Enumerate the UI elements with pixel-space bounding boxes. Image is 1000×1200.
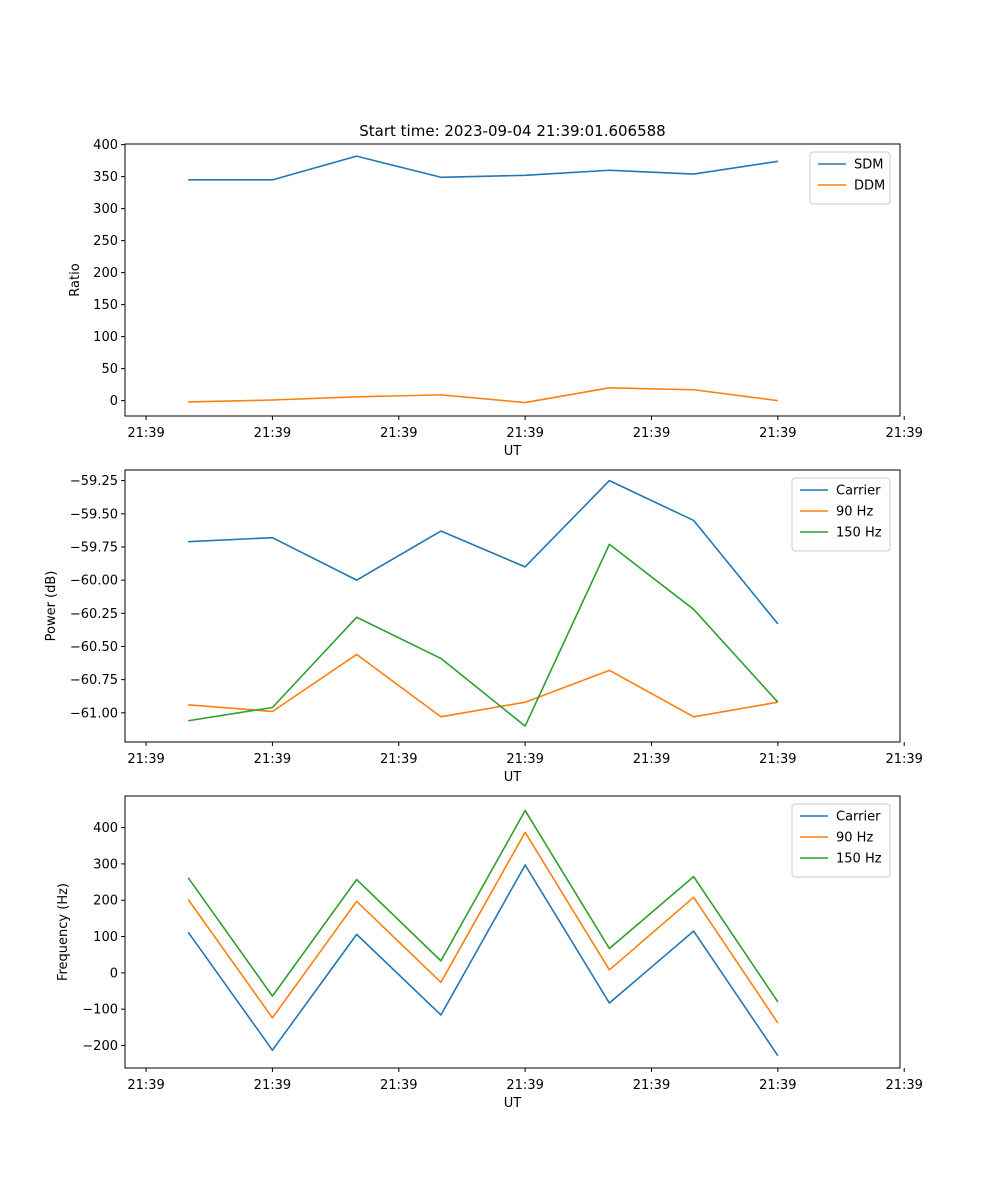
x-tick-label: 21:39 (127, 752, 164, 767)
series-line-ddm (188, 387, 778, 404)
y-tick-label: −60.25 (70, 607, 118, 622)
legend-label: SDM (854, 158, 883, 173)
chart-panel-3: 21:39 21:39 21:39 21:39 21:39 21:39 21:39 −200 −… (56, 795, 923, 1111)
x-tick-label: 21:39 (127, 1078, 164, 1093)
x-tick-label: 21:39 (506, 752, 543, 767)
y-tick-label: 400 (93, 821, 118, 836)
x-tick-label: 21:39 (885, 752, 922, 767)
x-tick-label: 21:39 (759, 1078, 796, 1093)
x-tick-label: 21:39 (380, 752, 417, 767)
x-tick-label: 21:39 (127, 426, 164, 441)
y-tick-label: 0 (110, 394, 118, 409)
axes-frame (124, 795, 901, 1069)
legend-label: DDM (854, 179, 885, 194)
x-tick-label: 21:39 (885, 426, 922, 441)
legend-label: 150 Hz (836, 852, 882, 867)
x-tick-label: 21:39 (759, 426, 796, 441)
y-axis-label: Ratio (68, 263, 83, 296)
legend: Carrier 90 Hz 150 Hz (791, 477, 891, 552)
series-line-sdm (188, 155, 778, 181)
legend-label: 150 Hz (836, 526, 882, 541)
series-line-150-hz (188, 543, 779, 727)
x-axis-label: UT (504, 770, 522, 785)
x-tick-label: 21:39 (633, 1078, 670, 1093)
y-tick-label: 100 (93, 330, 118, 345)
series-line-carrier (188, 479, 779, 625)
y-tick-label: 150 (93, 298, 118, 313)
y-tick-label: 300 (93, 857, 118, 872)
series-line-carrier (187, 864, 779, 1057)
y-tick-label: −60.75 (70, 673, 118, 688)
axes-frame (124, 143, 901, 417)
x-tick-label: 21:39 (633, 752, 670, 767)
legend: SDM DDM (809, 151, 891, 205)
y-axis-label: Power (dB) (44, 571, 59, 642)
y-tick-label: 0 (110, 966, 118, 981)
x-tick-label: 21:39 (380, 426, 417, 441)
chart-title: Start time: 2023-09-04 21:39:01.606588 (359, 122, 665, 140)
legend-label: Carrier (836, 810, 881, 825)
y-tick-label: −59.75 (70, 540, 118, 555)
chart-panel-1: Start time: 2023-09-04 21:39:01.606588 21… (68, 122, 923, 459)
legend-label: 90 Hz (836, 505, 873, 520)
y-tick-label: 400 (93, 138, 118, 153)
x-axis-label: UT (504, 1096, 522, 1111)
y-tick-label: −60.00 (70, 574, 118, 589)
x-axis-label: UT (504, 444, 522, 459)
x-tick-label: 21:39 (254, 752, 291, 767)
y-tick-label: −59.50 (70, 507, 118, 522)
y-tick-label: −59.25 (70, 474, 118, 489)
x-tick-label: 21:39 (885, 1078, 922, 1093)
x-tick-label: 21:39 (633, 426, 670, 441)
y-tick-label: 100 (93, 930, 118, 945)
legend-label: Carrier (836, 484, 881, 499)
y-tick-label: 250 (93, 234, 118, 249)
legend-box (809, 151, 891, 205)
x-tick-label: 21:39 (506, 1078, 543, 1093)
legend-label: 90 Hz (836, 831, 873, 846)
series-line-150-hz (187, 809, 779, 1003)
y-tick-label: −100 (82, 1003, 118, 1018)
chart-panel-2: 21:39 21:39 21:39 21:39 21:39 21:39 21:39 −61.0… (44, 469, 923, 785)
legend: Carrier 90 Hz 150 Hz (791, 803, 891, 878)
series-line-90-hz (188, 653, 778, 718)
y-tick-label: −60.50 (70, 640, 118, 655)
y-tick-label: −61.00 (70, 706, 118, 721)
x-tick-label: 21:39 (254, 426, 291, 441)
series-line-90-hz (187, 831, 779, 1024)
x-tick-label: 21:39 (506, 426, 543, 441)
axes-frame (124, 469, 901, 743)
x-tick-label: 21:39 (254, 1078, 291, 1093)
y-tick-label: 200 (93, 266, 118, 281)
y-tick-label: 50 (101, 362, 118, 377)
y-tick-label: −200 (82, 1039, 118, 1054)
y-tick-label: 350 (93, 170, 118, 185)
y-tick-label: 300 (93, 202, 118, 217)
y-tick-label: 200 (93, 894, 118, 909)
x-tick-label: 21:39 (759, 752, 796, 767)
x-tick-label: 21:39 (380, 1078, 417, 1093)
y-axis-label: Frequency (Hz) (56, 883, 71, 981)
